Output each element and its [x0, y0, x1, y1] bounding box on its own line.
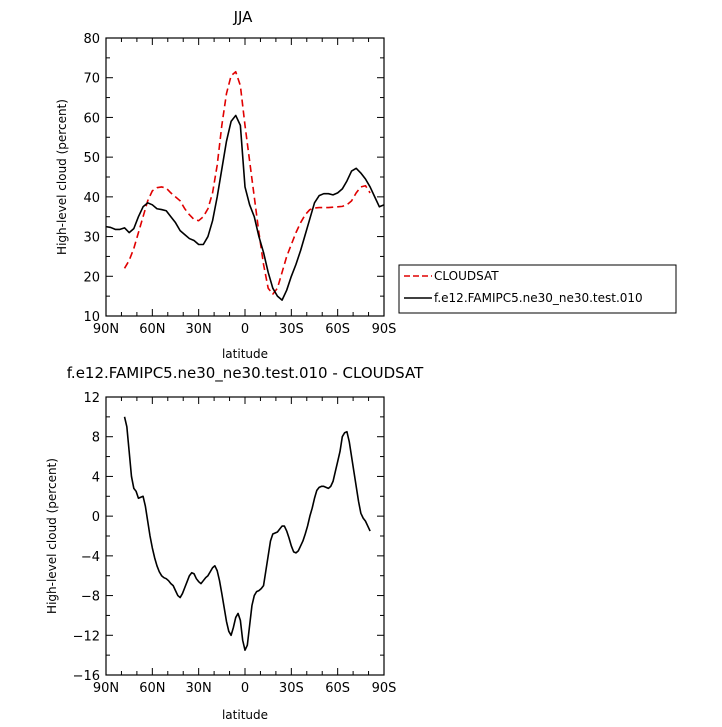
top-chart-series-line-0 [123, 70, 371, 295]
top-chart-xlabel: latitude [222, 347, 268, 361]
top-chart-xtick-label: 60S [325, 322, 350, 337]
bottom-chart-xtick-label: 30S [279, 681, 304, 696]
legend-label-model: f.e12.FAMIPC5.ne30_ne30.test.010 [434, 291, 643, 305]
bottom-chart-ytick-label: 12 [83, 391, 100, 406]
bottom-chart-series-line-0 [123, 416, 371, 651]
top-chart-xtick-label: 60N [139, 322, 165, 337]
bottom-chart-ytick-label: −12 [73, 629, 100, 644]
top-chart-frame [105, 37, 385, 317]
bottom-chart-xtick-label: 60N [139, 681, 165, 696]
bottom-chart-ytick-label: 4 [92, 470, 100, 485]
top-chart: JJA High-level cloud (percent) latitude … [55, 8, 396, 361]
top-chart-xtick-label: 30N [186, 322, 212, 337]
top-chart-ytick-label: 10 [83, 310, 100, 325]
top-chart-xtick-label: 90S [372, 322, 397, 337]
legend-label-cloudsat: CLOUDSAT [434, 269, 499, 283]
top-chart-ytick-label: 50 [83, 151, 100, 166]
top-chart-ytick-label: 20 [83, 270, 100, 285]
bottom-chart-xtick-label: 90S [372, 681, 397, 696]
top-chart-ylabel: High-level cloud (percent) [55, 99, 69, 255]
bottom-chart-xlabel: latitude [222, 708, 268, 722]
bottom-chart-ytick-label: −16 [73, 669, 100, 684]
top-chart-ytick-label: 60 [83, 111, 100, 126]
legend: CLOUDSAT f.e12.FAMIPC5.ne30_ne30.test.01… [398, 264, 677, 314]
top-chart-ytick-label: 70 [83, 72, 100, 87]
top-chart-series-line-1 [105, 114, 385, 301]
top-chart-xtick-label: 0 [241, 322, 249, 337]
bottom-chart: f.e12.FAMIPC5.ne30_ne30.test.010 - CLOUD… [45, 364, 424, 722]
bottom-chart-xtick-label: 30N [186, 681, 212, 696]
top-chart-xtick-label: 30S [279, 322, 304, 337]
bottom-chart-title: f.e12.FAMIPC5.ne30_ne30.test.010 - CLOUD… [67, 364, 424, 383]
bottom-chart-frame [105, 396, 385, 676]
bottom-chart-ytick-label: 0 [92, 510, 100, 525]
top-chart-xtick-label: 90N [93, 322, 119, 337]
top-chart-title: JJA [233, 8, 254, 26]
bottom-chart-xtick-label: 90N [93, 681, 119, 696]
top-chart-ytick-label: 40 [83, 191, 100, 206]
top-chart-ytick-label: 30 [83, 231, 100, 246]
bottom-chart-ytick-label: −4 [81, 550, 100, 565]
top-chart-ytick-label: 80 [83, 32, 100, 47]
top-chart-ticks: 90N 60N 30N 0 30S 60S 90S 10 20 30 40 50 60 70 80 [83, 32, 396, 337]
bottom-chart-ytick-label: 8 [92, 431, 100, 446]
bottom-chart-ylabel: High-level cloud (percent) [45, 458, 59, 614]
bottom-chart-series [123, 416, 371, 651]
bottom-chart-xtick-label: 0 [241, 681, 249, 696]
legend-frame [398, 264, 677, 314]
bottom-chart-xtick-label: 60S [325, 681, 350, 696]
bottom-chart-ytick-label: −8 [81, 590, 100, 605]
top-chart-series [105, 70, 385, 301]
